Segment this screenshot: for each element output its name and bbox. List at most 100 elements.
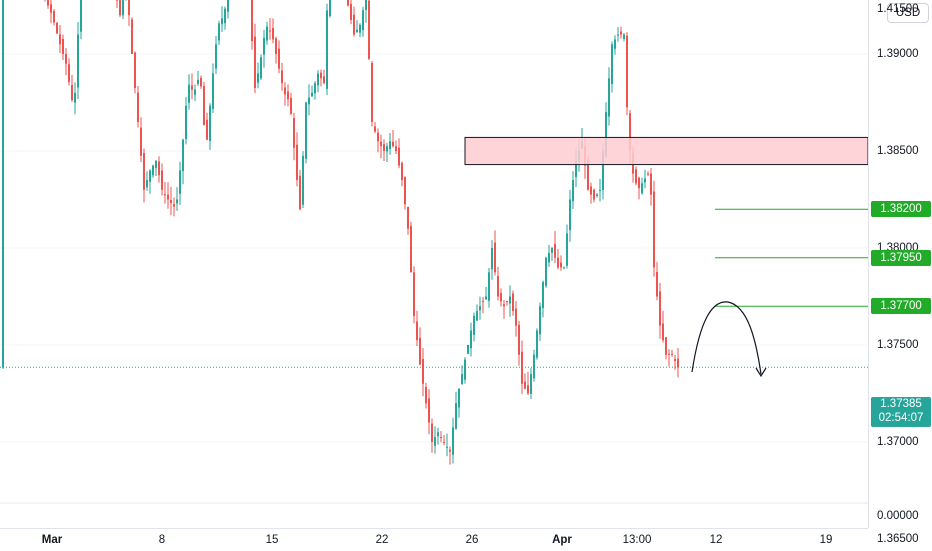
time-tick: 22 <box>375 534 389 546</box>
candle-body <box>506 300 508 302</box>
candle-body <box>617 34 619 36</box>
candle-body <box>323 76 325 84</box>
candle-body <box>464 359 466 380</box>
candle-body <box>305 102 307 159</box>
candle-body <box>560 262 562 268</box>
candle-body <box>569 199 571 231</box>
candle-body <box>620 31 622 35</box>
candle-body <box>65 54 67 64</box>
currency-button[interactable]: USD <box>887 3 929 23</box>
candle-body <box>215 44 217 69</box>
candle-body <box>467 345 469 354</box>
candle-body <box>419 337 421 365</box>
candle-body <box>596 194 598 197</box>
candle-body <box>650 173 652 195</box>
candle-body <box>527 385 529 394</box>
candle-body <box>176 199 178 204</box>
candle-body <box>296 144 298 181</box>
arrow-head-icon <box>755 367 767 378</box>
candle-body <box>329 0 331 17</box>
candlestick-chart[interactable] <box>0 0 869 540</box>
candle-body <box>473 315 475 335</box>
candle-body <box>209 105 211 141</box>
candle-body <box>224 8 226 24</box>
candle-body <box>173 204 175 207</box>
candle-body <box>455 403 457 429</box>
candle-body <box>659 291 661 326</box>
candle-body <box>281 70 283 84</box>
candle-body <box>446 446 448 448</box>
time-tick: Mar <box>41 534 63 546</box>
candle-body <box>50 4 52 13</box>
candle-body <box>191 85 193 90</box>
price-tick: 1.36500 <box>877 533 919 545</box>
candle-body <box>122 0 124 16</box>
candle-body <box>515 308 517 326</box>
candle-body <box>290 97 292 114</box>
candle-body <box>218 23 220 41</box>
candle-body <box>179 170 181 194</box>
candle-body <box>131 19 133 55</box>
candle-body <box>503 304 505 307</box>
candle-body <box>614 39 616 49</box>
candle-body <box>299 175 301 210</box>
time-tick: 19 <box>819 534 833 546</box>
candle-body <box>116 0 118 1</box>
candle-body <box>413 272 415 316</box>
candle-body <box>500 293 502 302</box>
candle-body <box>497 276 499 297</box>
candle-body <box>140 127 142 156</box>
candle-body <box>677 358 679 368</box>
candle-body <box>518 324 520 355</box>
price-tick: 1.38500 <box>877 145 919 157</box>
candle-body <box>158 161 160 176</box>
candle-body <box>545 257 547 286</box>
candle-body <box>155 160 157 168</box>
candle-body <box>143 153 145 190</box>
candle-body <box>377 132 379 142</box>
candle-body <box>350 3 352 21</box>
candle-body <box>422 358 424 384</box>
candle-body <box>671 353 673 355</box>
candle-body <box>314 83 316 94</box>
candle-body <box>371 62 373 122</box>
candle-body <box>398 147 400 166</box>
candle-body <box>416 321 418 341</box>
candle-body <box>407 206 409 229</box>
candle-body <box>182 139 184 172</box>
candle-body <box>365 0 367 10</box>
time-tick: 15 <box>265 534 279 546</box>
candle-body <box>491 248 493 270</box>
candle-body <box>662 323 664 341</box>
candle-body <box>605 112 607 156</box>
candle-body <box>200 77 202 87</box>
time-scale[interactable]: Mar 8 15 22 26 Apr 13:00 12 19 <box>0 528 868 551</box>
time-tick: 8 <box>158 534 166 546</box>
candle-body <box>146 180 148 188</box>
candle-body <box>512 293 514 312</box>
candle-body <box>509 296 511 304</box>
candle-body <box>188 84 190 103</box>
candle-body <box>392 141 394 147</box>
candle-body <box>428 398 430 423</box>
candle-body <box>353 14 355 35</box>
candle-body <box>221 18 223 25</box>
candle-body <box>347 0 349 6</box>
candle-body <box>470 330 472 349</box>
candle-body <box>308 97 310 105</box>
candle-body <box>623 34 625 39</box>
candle-body <box>431 423 433 442</box>
candle-body <box>257 73 259 83</box>
price-scale[interactable]: USD 1.415001.410001.405001.400001.395001… <box>868 0 932 545</box>
candle-body <box>590 186 592 195</box>
candle-body <box>71 84 73 101</box>
candle-body <box>476 311 478 321</box>
candle-body <box>149 170 151 182</box>
candle-body <box>557 257 559 268</box>
candle-body <box>551 248 553 253</box>
candle-body <box>602 151 604 191</box>
candle-body <box>524 381 526 389</box>
candle-body <box>59 34 61 45</box>
candle-body <box>434 437 436 446</box>
chart-area[interactable] <box>0 0 869 540</box>
